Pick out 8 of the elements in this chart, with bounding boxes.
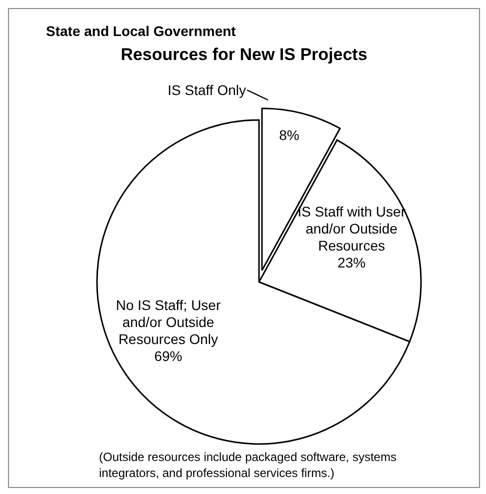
slice-label: IS Staff Only: [168, 82, 246, 98]
data-label: 8%: [279, 126, 300, 143]
chart-title: Resources for New IS Projects: [120, 45, 368, 65]
data-label: 69%: [154, 348, 182, 364]
data-label: 23%: [338, 254, 366, 270]
chart-subtitle: State and Local Government: [46, 23, 236, 39]
text: (Outside resources include packaged software, systems integrators, and professional services firms.): [99, 449, 398, 481]
slice-label: No IS Staff; User and/or Outside Resources Only: [116, 296, 221, 347]
